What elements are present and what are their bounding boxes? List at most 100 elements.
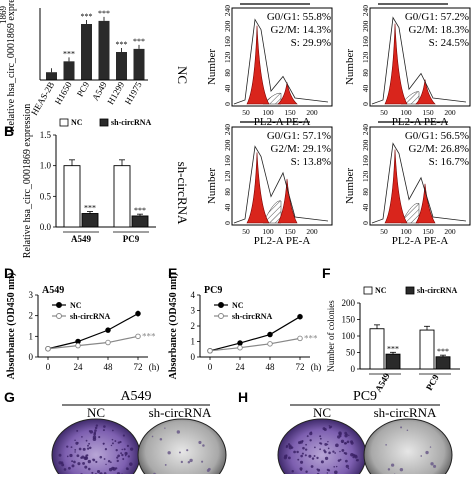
- legend-swatch: [405, 286, 415, 295]
- colony-dot: [319, 435, 322, 438]
- colony-dot: [301, 452, 304, 455]
- colony-dot: [58, 453, 62, 457]
- colony-dot: [400, 426, 403, 429]
- chart-x-tick-label: 24: [236, 362, 246, 372]
- flow-y-tick: 120: [361, 170, 370, 182]
- colony-dot: [385, 444, 387, 446]
- flow-y-tick: 120: [223, 51, 232, 63]
- legend-label: NC: [70, 301, 82, 310]
- chart-bar: [63, 165, 81, 228]
- legend-label: NC: [232, 301, 244, 310]
- colony-dot: [300, 454, 303, 458]
- panel-label-b: B: [4, 123, 14, 139]
- colony-dot: [387, 468, 391, 471]
- flow-x-tick: 50: [380, 108, 388, 117]
- colony-dot: [127, 455, 131, 458]
- panel-h-label-nc: NC: [313, 405, 331, 420]
- colony-dot: [76, 429, 79, 432]
- colony-dot: [66, 455, 69, 458]
- colony-dot: [92, 435, 97, 439]
- chart-y-tick-label: 3: [29, 290, 34, 300]
- legend-label: sh-circRNA: [417, 286, 458, 295]
- panel-a-ylabel: Relative hsa_circ_0001869 expression: [6, 0, 17, 132]
- flow-y-tick: 80: [223, 188, 232, 196]
- chart-title: A549: [42, 285, 64, 296]
- colony-dot: [104, 448, 108, 451]
- flow-y-tick: 240: [361, 5, 370, 17]
- colony-dot: [70, 446, 73, 448]
- flow-y-label: Number: [344, 168, 356, 204]
- colony-dot: [306, 435, 309, 438]
- chart-bar: [369, 328, 385, 370]
- flow-stat-g2m: G2/M: 26.8%: [409, 143, 470, 155]
- flow-x-label: PL2-A PE-A: [254, 116, 311, 128]
- panel-g-label-sh: sh-circRNA: [149, 405, 212, 420]
- flow-plot-frame: [369, 7, 471, 107]
- colony-dot: [89, 430, 94, 434]
- chart-y-tick-label: 0: [191, 352, 196, 362]
- colony-dot: [302, 446, 305, 450]
- flow-g0g1-peak: [246, 25, 270, 105]
- colony-dot: [354, 455, 358, 459]
- panel-e: E PC9 Absorbance (OD450 nm) 0 1 2 3 4 0 24 48 72 (h…: [168, 265, 321, 379]
- colony-dot: [123, 448, 126, 451]
- colony-dot: [287, 456, 291, 460]
- legend-label: sh-circRNA: [70, 312, 111, 321]
- chart-category-label: PC9: [424, 372, 441, 392]
- colony-dot: [311, 457, 315, 460]
- chart-y-tick-label: 0: [351, 364, 356, 374]
- colony-dot: [86, 447, 90, 450]
- flow-x-tick: 150: [422, 108, 434, 117]
- chart-point: [237, 340, 243, 346]
- colony-dot: [300, 460, 304, 464]
- panel-h: H PC9 NC sh-circRNA: [238, 389, 453, 479]
- colony-dot: [121, 453, 124, 457]
- chart-bar: [385, 353, 401, 370]
- colony-dot: [327, 447, 330, 450]
- colony-dot: [164, 463, 167, 466]
- chart-bar: [435, 356, 451, 370]
- colony-dot: [187, 460, 191, 464]
- panel-a-significance: ***: [133, 37, 145, 46]
- flow-x-tick: 50: [380, 227, 388, 236]
- colony-dot: [122, 434, 126, 437]
- panel-g-label-nc: NC: [87, 405, 105, 420]
- chart-x-tick-label: 0: [208, 362, 213, 372]
- colony-dot: [189, 458, 193, 463]
- panel-a-ytick-fragment: 1869: [0, 6, 8, 25]
- colony-dot: [117, 454, 120, 458]
- colony-dot: [58, 461, 62, 465]
- colony-dot: [201, 460, 204, 463]
- panel-a-bar: [98, 20, 110, 80]
- panel-label-h: H: [238, 389, 248, 405]
- colony-dot: [313, 454, 316, 457]
- chart-series-line: [47, 335, 139, 350]
- panel-d: D A549 Absorbance (OD450 nm) 0 1 2 3 0 24 48 72 (h…: [4, 265, 159, 379]
- chart-y-tick-label: 4: [191, 290, 196, 300]
- legend-marker: [56, 313, 62, 319]
- colony-dot: [85, 454, 88, 457]
- flow-y-tick: 120: [361, 51, 370, 63]
- panel-a-significance: ***: [81, 12, 93, 21]
- colony-dot: [207, 467, 211, 471]
- chart-series-line: [209, 337, 301, 352]
- flow-x-tick: 100: [262, 108, 274, 117]
- colony-dot: [430, 462, 434, 466]
- flow-g0g1-peak: [384, 23, 408, 105]
- flow-stat-g0g1: G0/G1: 56.5%: [405, 130, 469, 142]
- colony-dot: [115, 448, 118, 452]
- colony-dot: [291, 470, 294, 473]
- legend-marker: [218, 302, 224, 308]
- flow-y-label: Number: [206, 49, 218, 85]
- flow-g2m-peak: [415, 183, 436, 224]
- flow-x-tick: 150: [422, 227, 434, 236]
- colony-dot: [76, 454, 80, 458]
- colony-dot: [82, 462, 85, 465]
- flow-y-tick: 200: [361, 20, 370, 32]
- panel-a-bar: [46, 72, 57, 80]
- colony-dot: [326, 443, 329, 446]
- colony-dot: [71, 460, 74, 463]
- colony-dot: [91, 471, 94, 474]
- colony-dot: [305, 443, 307, 446]
